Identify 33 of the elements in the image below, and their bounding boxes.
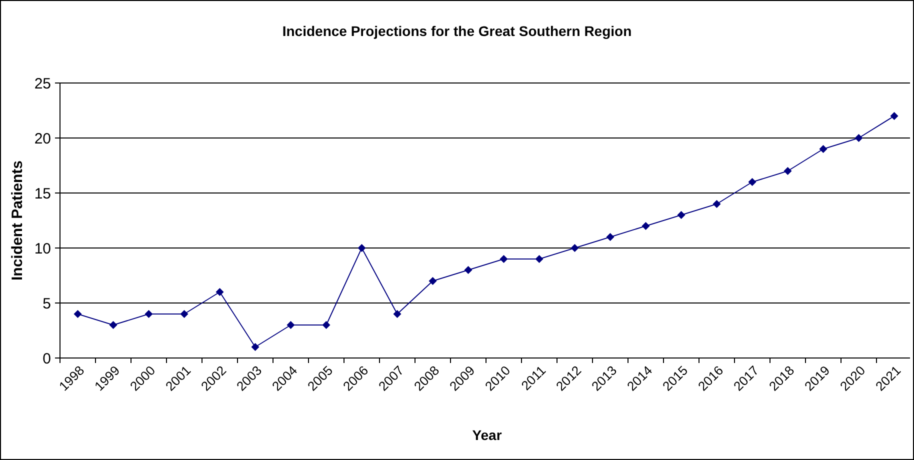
y-tick-label: 10 — [34, 240, 51, 258]
point — [748, 178, 756, 186]
point — [74, 310, 82, 318]
point — [854, 134, 863, 142]
y-tick-label: 25 — [34, 75, 51, 92]
point — [393, 310, 402, 318]
point — [642, 222, 650, 230]
point — [109, 321, 118, 329]
point — [784, 167, 792, 175]
y-tick-label: 0 — [42, 350, 51, 368]
point — [677, 211, 686, 219]
point — [606, 233, 614, 241]
point — [180, 310, 188, 318]
chart-title: Incidence Projections for the Great Southern Region — [282, 23, 632, 39]
point — [322, 321, 330, 329]
point — [464, 266, 472, 274]
point — [286, 321, 295, 329]
point — [358, 244, 366, 252]
y-tick-label: 5 — [42, 295, 51, 312]
y-tick-label: 15 — [34, 185, 51, 202]
point — [535, 255, 544, 263]
point — [428, 277, 437, 285]
point — [712, 200, 721, 208]
point — [570, 244, 579, 252]
point — [819, 145, 828, 153]
point — [251, 343, 260, 351]
point — [144, 310, 153, 318]
x-axis-title: Year — [472, 427, 502, 443]
point — [500, 255, 508, 263]
point — [216, 288, 224, 296]
point — [890, 112, 898, 120]
y-tick-label: 20 — [34, 130, 51, 148]
y-axis-title: Incident Patients — [9, 160, 26, 281]
